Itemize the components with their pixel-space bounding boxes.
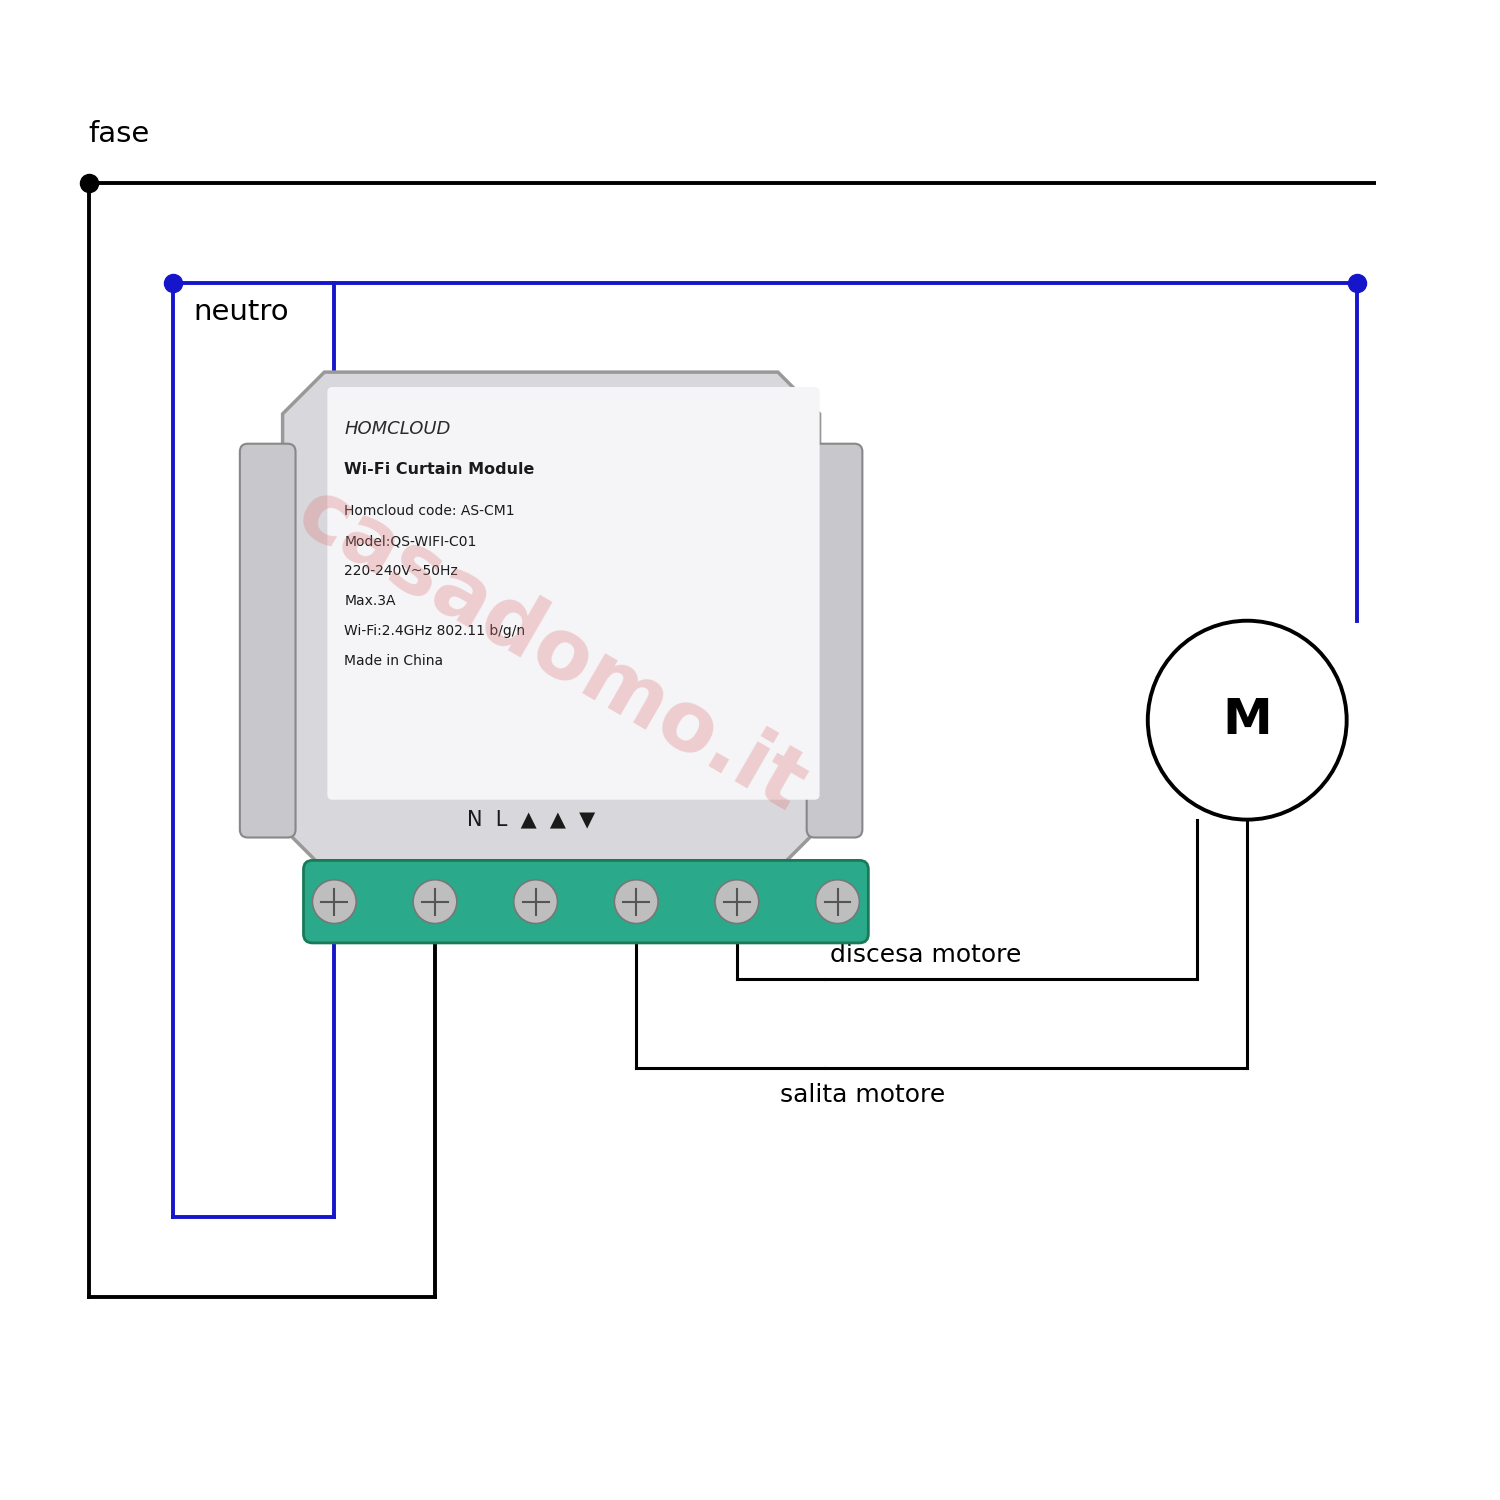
Circle shape [513, 880, 558, 924]
FancyBboxPatch shape [303, 861, 868, 944]
Text: Max.3A: Max.3A [345, 594, 396, 608]
FancyBboxPatch shape [240, 444, 296, 837]
Text: fase: fase [88, 120, 150, 148]
Circle shape [615, 880, 658, 924]
Text: discesa motore: discesa motore [830, 944, 1022, 968]
Text: Made in China: Made in China [345, 654, 444, 668]
Circle shape [312, 880, 356, 924]
Circle shape [1148, 621, 1347, 819]
Text: N  L  ▲  ▲  ▼: N L ▲ ▲ ▼ [466, 810, 596, 830]
Text: casadomo.it: casadomo.it [282, 472, 819, 830]
Circle shape [816, 880, 860, 924]
Text: M: M [1222, 696, 1272, 744]
FancyBboxPatch shape [807, 444, 862, 837]
Circle shape [413, 880, 458, 924]
Circle shape [716, 880, 759, 924]
Text: neutro: neutro [194, 297, 288, 326]
Text: Wi-Fi Curtain Module: Wi-Fi Curtain Module [345, 462, 534, 477]
Text: Model:QS-WIFI-C01: Model:QS-WIFI-C01 [345, 534, 477, 548]
Text: salita motore: salita motore [780, 1083, 945, 1107]
Text: Homcloud code: AS-CM1: Homcloud code: AS-CM1 [345, 504, 514, 519]
Polygon shape [282, 372, 819, 870]
FancyBboxPatch shape [327, 387, 819, 800]
Text: 220-240V~50Hz: 220-240V~50Hz [345, 564, 458, 578]
Text: Wi-Fi:2.4GHz 802.11 b/g/n: Wi-Fi:2.4GHz 802.11 b/g/n [345, 624, 525, 638]
Text: HOMCLOUD: HOMCLOUD [345, 420, 450, 438]
